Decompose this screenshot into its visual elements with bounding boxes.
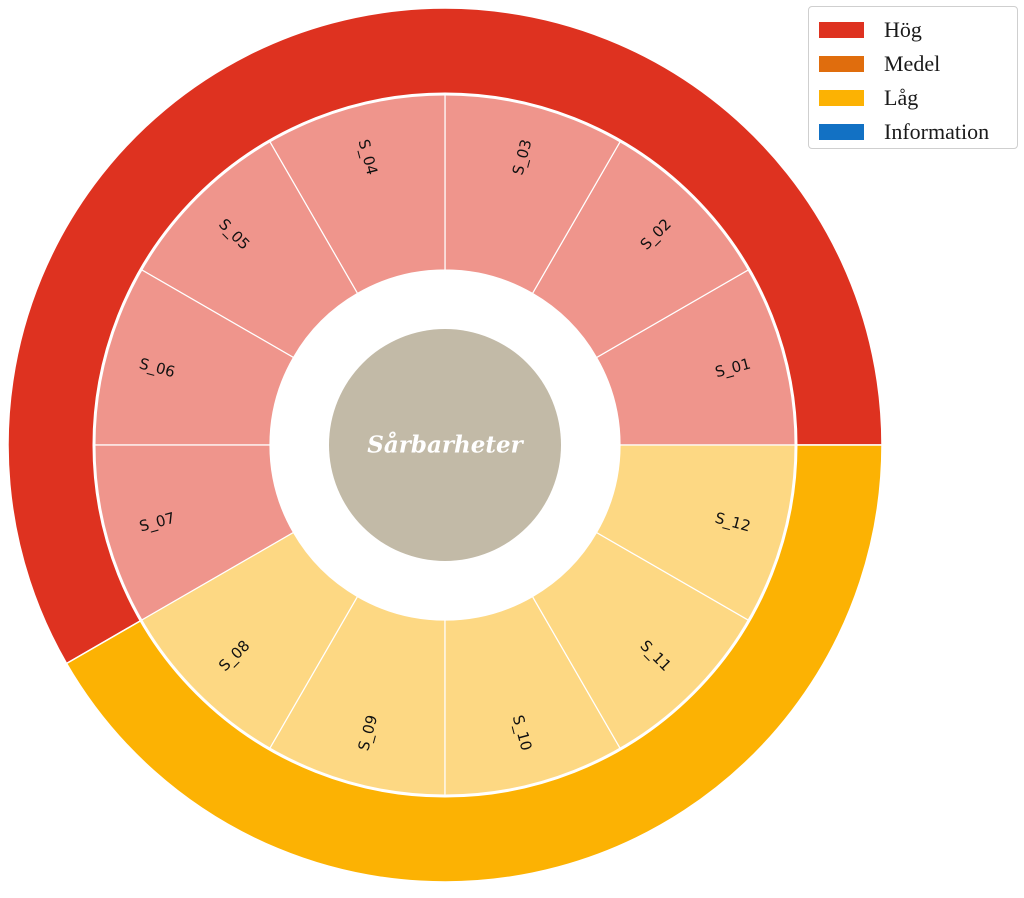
legend-item-information: Information bbox=[819, 115, 1017, 149]
center-label: Sårbarheter bbox=[367, 432, 524, 459]
legend-swatch-hog bbox=[819, 22, 864, 38]
center-disc bbox=[329, 329, 561, 561]
legend-item-hog: Hög bbox=[819, 13, 1017, 47]
legend-label-lag: Låg bbox=[884, 85, 919, 110]
legend-label-information: Information bbox=[884, 119, 990, 144]
legend-swatch-information bbox=[819, 124, 864, 140]
legend-item-medel: Medel bbox=[819, 47, 1017, 81]
legend-swatch-lag bbox=[819, 90, 864, 106]
legend-swatch-medel bbox=[819, 56, 864, 72]
ring-separator bbox=[92, 92, 798, 798]
legend-label-medel: Medel bbox=[884, 51, 941, 76]
legend: Hög Medel Låg Information bbox=[808, 6, 1018, 149]
legend-item-lag: Låg bbox=[819, 81, 1017, 115]
legend-label-hog: Hög bbox=[884, 17, 922, 42]
inner-ring bbox=[92, 92, 798, 798]
